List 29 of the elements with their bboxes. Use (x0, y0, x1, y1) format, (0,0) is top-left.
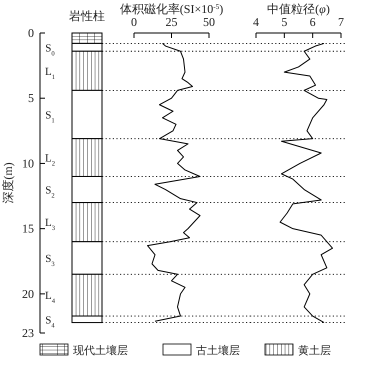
x-tick-label: 0 (131, 15, 137, 29)
x-tick-label: 50 (203, 15, 215, 29)
x-tick-label: 6 (310, 15, 316, 29)
series-label: L$_{3}$ (44, 217, 56, 232)
x-tick-label: 5 (281, 15, 288, 29)
x-axis-title: 中值粒径(φ) (267, 2, 330, 16)
x-tick-label: 7 (338, 15, 344, 29)
y-tick-label: 20 (22, 286, 34, 301)
text: 黄土层 (298, 344, 331, 357)
y-axis-title: 深度(m) (1, 162, 15, 204)
series-label: S$_{1}$ (45, 110, 55, 124)
y-tick-label: 5 (28, 91, 34, 106)
series-label: L$_{1}$ (44, 66, 56, 80)
series-label: S$_{2}$ (45, 184, 55, 200)
series-label: S$_{0}$ (45, 42, 56, 57)
text: 古土壤层 (196, 344, 240, 357)
series-label: L$_{4}$ (44, 290, 56, 305)
series-label: S$_{4}$ (45, 314, 56, 329)
series-label: L$_{2}$ (44, 152, 56, 168)
chart-title: 岩性柱 (69, 9, 105, 23)
y-tick-label: 15 (22, 222, 34, 236)
x-tick-label: 4 (253, 15, 259, 29)
y-tick-label: 0 (28, 26, 34, 40)
x-axis-title: 体积磁化率(SI×10$^{-5}$) (120, 2, 224, 16)
x-tick-label: 25 (166, 15, 178, 29)
y-tick-label: 23 (22, 326, 34, 340)
series-label: S$_{3}$ (45, 253, 56, 268)
y-tick-label: 10 (22, 156, 34, 170)
text: 现代土壤层 (73, 344, 128, 357)
